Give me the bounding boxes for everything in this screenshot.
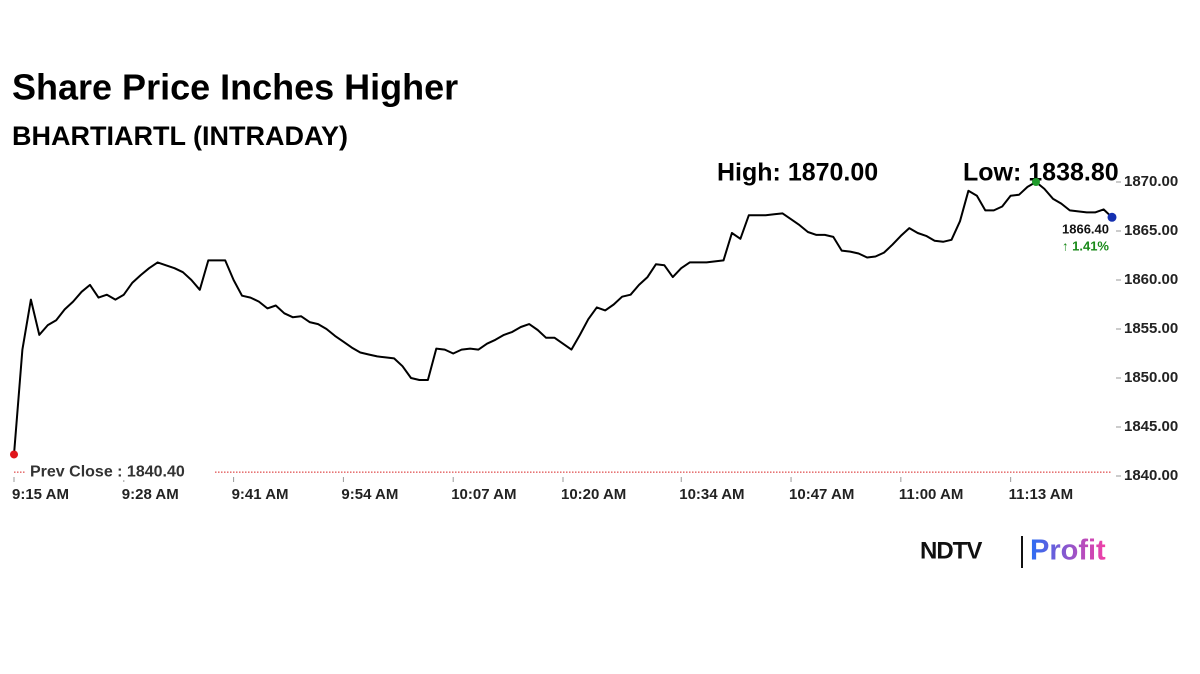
y-tick-label: 1865.00 xyxy=(1124,222,1178,239)
high-dot xyxy=(1031,178,1040,186)
x-tick-label: 10:47 AM xyxy=(789,486,854,503)
y-tick-label: 1845.00 xyxy=(1124,418,1178,435)
open-dot xyxy=(10,450,18,459)
y-tick-label: 1860.00 xyxy=(1124,271,1178,288)
y-tick-label: 1870.00 xyxy=(1124,173,1178,190)
change-label: ↑ 1.41% xyxy=(1062,238,1109,253)
x-tick-label: 10:20 AM xyxy=(561,486,626,503)
x-tick-label: 9:41 AM xyxy=(232,486,289,503)
chart-subtitle: BHARTIARTL (INTRADAY) xyxy=(12,121,348,151)
x-tick-label: 11:00 AM xyxy=(899,486,963,503)
x-tick-label: 9:54 AM xyxy=(341,486,398,503)
chart-title: Share Price Inches Higher xyxy=(12,67,458,108)
low-label: Low: 1838.80 xyxy=(963,159,1119,187)
high-label: High: 1870.00 xyxy=(717,159,878,187)
logo-product: Profit xyxy=(1030,535,1106,567)
y-tick-label: 1850.00 xyxy=(1124,369,1178,386)
last-dot xyxy=(1107,212,1117,222)
x-tick-label: 9:28 AM xyxy=(122,486,179,503)
y-tick-label: 1840.00 xyxy=(1124,467,1178,484)
last-price-label: 1866.40 xyxy=(1062,221,1109,236)
prev-close-label: Prev Close : 1840.40 xyxy=(30,463,185,480)
price-line xyxy=(13,181,1113,455)
logo-brand: NDTV xyxy=(920,537,982,564)
x-tick-label: 11:13 AM xyxy=(1009,486,1073,503)
x-tick-label: 10:34 AM xyxy=(679,486,744,503)
y-tick-label: 1855.00 xyxy=(1124,320,1178,337)
x-tick-label: 10:07 AM xyxy=(451,486,516,503)
logo: NDTV Profit xyxy=(920,535,1106,568)
x-tick-label: 9:15 AM xyxy=(12,486,69,503)
prev-close-bg xyxy=(26,462,214,481)
